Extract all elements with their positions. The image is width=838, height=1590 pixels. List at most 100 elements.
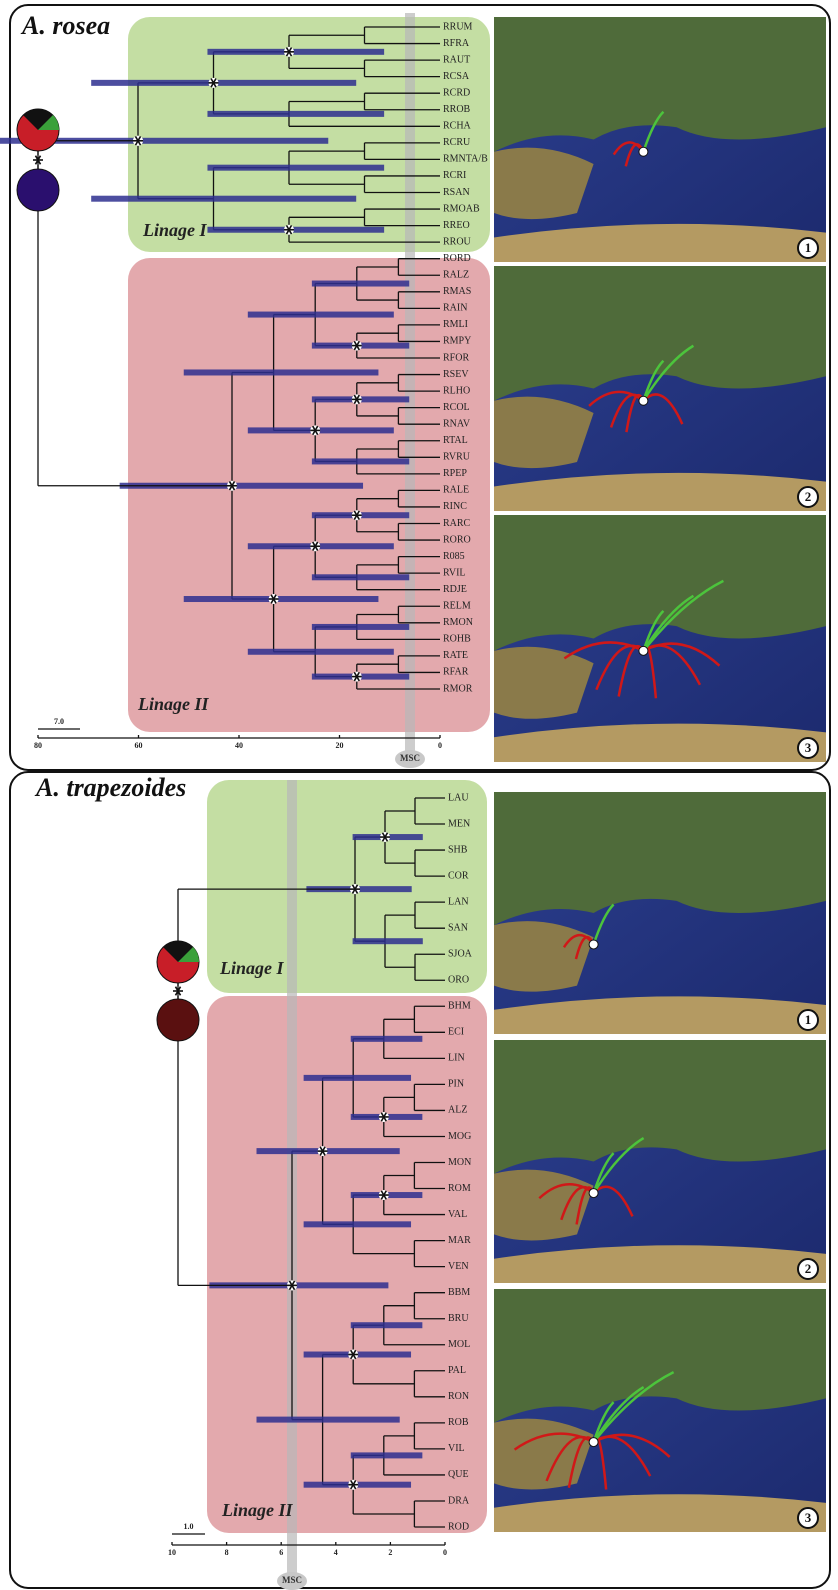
tip-label: VIL [448,1443,465,1454]
axis-tick-label: 6 [279,1548,283,1557]
node-asterisk [379,1112,389,1122]
panel-title: A. rosea [20,11,110,40]
tip-label: RFOR [443,352,469,363]
tip-label: ROB [448,1417,469,1428]
tip-label: RDJE [443,584,467,595]
tip-label: RROB [443,104,471,115]
tip-label: ROM [448,1183,471,1194]
tip-label: RPEP [443,468,467,479]
tip-label: ECI [448,1027,464,1038]
map-number: 3 [805,1510,812,1525]
tip-label: RALZ [443,270,469,281]
origin-point [639,646,648,655]
axis-tick-label: 80 [34,741,42,750]
tip-label: ORO [448,975,469,986]
node-asterisk [287,1280,297,1290]
tip-label: RCRD [443,87,470,98]
tip-label: RCOL [443,402,470,413]
node-asterisk [350,884,360,894]
tip-label: BRU [448,1313,469,1324]
hpd-bar [351,1452,423,1458]
tip-label: RAUT [443,54,470,65]
tip-label: SJOA [448,949,473,960]
hpd-bar [184,369,379,375]
hpd-bar [351,1322,423,1328]
tip-label: MON [448,1157,471,1168]
map-number: 2 [805,489,812,504]
tip-label: RCHA [443,121,472,132]
hpd-bar [304,1221,411,1227]
axis-tick-label: 8 [225,1548,229,1557]
hpd-bar [91,196,356,202]
map-number: 2 [805,1261,812,1276]
hpd-bar [207,165,384,171]
node-asterisk [133,136,143,146]
tip-label: R085 [443,551,465,562]
tip-label: RCRI [443,170,466,181]
msc-label: MSC [282,1575,302,1585]
clade-label: Linage II [221,1500,294,1520]
hpd-bar [91,80,356,86]
tip-label: RARC [443,518,471,529]
clade-label: Linage I [142,220,207,240]
hpd-bar [257,1417,400,1423]
tip-label: MAR [448,1235,471,1246]
node-asterisk [352,672,362,682]
tip-label: MOL [448,1339,470,1350]
tip-label: COR [448,870,469,881]
hpd-bar [207,49,384,55]
hpd-bar [312,624,409,630]
axis-tick-label: 60 [135,741,143,750]
hpd-bar [312,281,409,287]
tip-label: RVRU [443,452,471,463]
tip-label: RRUM [443,21,473,32]
tip-label: RMOAB [443,203,480,214]
node-asterisk [284,47,294,57]
node-asterisk [352,341,362,351]
hpd-bar [304,1075,411,1081]
node-asterisk [318,1146,328,1156]
tip-label: PIN [448,1079,464,1090]
tip-label: RATE [443,650,468,661]
tip-label: DRA [448,1495,470,1506]
pie [157,999,199,1041]
node-asterisk [352,510,362,520]
axis-tick-label: 10 [168,1548,176,1557]
panel-title: A. trapezoides [34,773,186,802]
hpd-bar [248,649,394,655]
hpd-bar [312,574,409,580]
clade-label: Linage II [137,694,210,714]
page: {"figure": {"panels": [ {"title": "A. ro… [0,0,838,1590]
hpd-bar [207,227,384,233]
node-asterisk [227,481,237,491]
axis-tick-label: 0 [438,741,442,750]
origin-point [589,1438,598,1447]
clade-label: Linage I [219,958,284,978]
hpd-bar [257,1148,400,1154]
tip-label: RNAV [443,418,471,429]
tip-label: RMNTA/B [443,154,488,165]
tip-label: RLHO [443,385,470,396]
tip-label: RORD [443,253,471,264]
tip-label: RFAR [443,667,469,678]
tip-label: RAIN [443,303,467,314]
tip-label: SHB [448,844,468,855]
tip-label: VEN [448,1261,469,1272]
map-number: 1 [805,240,812,255]
tip-label: PAL [448,1365,466,1376]
tip-label: RSEV [443,369,469,380]
msc-band [405,13,415,759]
hpd-bar [248,543,394,549]
tip-label: ROHB [443,634,471,645]
hpd-bar [312,458,409,464]
tip-label: RTAL [443,435,468,446]
tip-label: RCRU [443,137,471,148]
tip-label: RMOR [443,683,473,694]
node-asterisk [352,394,362,404]
node-asterisk [348,1480,358,1490]
tip-label: RALE [443,485,469,496]
node-asterisk [310,425,320,435]
axis-tick-label: 4 [334,1548,338,1557]
tip-label: BHM [448,1001,471,1012]
hpd-bar [207,111,384,117]
